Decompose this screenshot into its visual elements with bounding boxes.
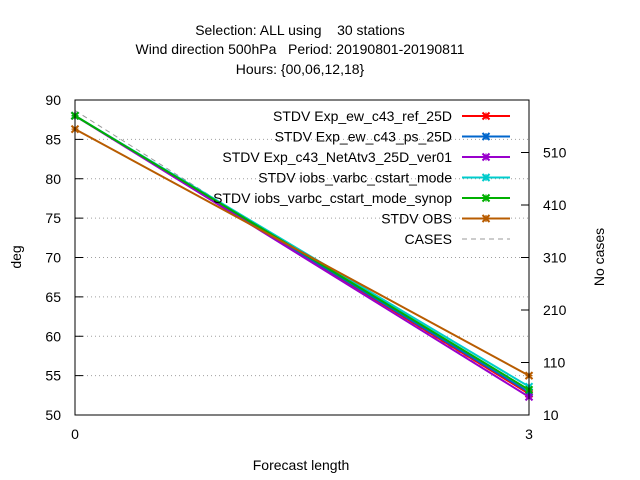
series-lines xyxy=(70,110,534,402)
legend-item: STDV Exp_ew_c43_ref_25D xyxy=(273,108,510,124)
legend-label: STDV iobs_varbc_cstart_mode xyxy=(258,170,452,186)
y2-tick-label: 310 xyxy=(543,250,567,266)
plot-border xyxy=(74,99,530,416)
y-tick-label: 75 xyxy=(45,210,61,226)
y2-tick-label: 10 xyxy=(543,407,559,423)
legend-marker xyxy=(481,152,491,162)
legend-label: STDV Exp_c43_NetAtv3_25D_ver01 xyxy=(222,149,452,165)
title-line-2: Wind direction 500hPa Period: 20190801-2… xyxy=(136,41,465,57)
legend-label: STDV OBS xyxy=(381,211,452,227)
x-tick-label: 3 xyxy=(525,426,533,442)
legend-marker xyxy=(481,111,491,121)
y-tick-label: 70 xyxy=(45,250,61,266)
legend-item: STDV Exp_ew_c43_ps_25D xyxy=(275,129,510,145)
y2-axis-ticks: 10 110 210 310 410 510 xyxy=(521,145,567,423)
x-tick-label: 0 xyxy=(71,426,79,442)
y-tick-label: 65 xyxy=(45,289,61,305)
y-tick-label: 85 xyxy=(45,131,61,147)
legend-marker xyxy=(481,214,491,223)
y2-tick-label: 210 xyxy=(543,302,567,318)
y-tick-label: 60 xyxy=(45,328,61,344)
title-line-1: Selection: ALL using 30 stations xyxy=(195,22,405,38)
legend-marker xyxy=(481,132,491,141)
title-line-3: Hours: {00,06,12,18} xyxy=(236,61,365,77)
y-axis-ticks: 50 55 60 65 70 75 80 85 90 xyxy=(45,92,83,423)
legend-label: STDV iobs_varbc_cstart_mode_synop xyxy=(213,190,452,206)
legend-label: STDV Exp_ew_c43_ref_25D xyxy=(273,108,452,124)
y-tick-label: 55 xyxy=(45,368,61,384)
y-tick-label: 50 xyxy=(45,407,61,423)
y2-axis-label: No cases xyxy=(591,228,607,286)
legend: STDV Exp_ew_c43_ref_25D STDV Exp_ew_c43_p… xyxy=(213,108,510,247)
legend-item: STDV Exp_c43_NetAtv3_25D_ver01 xyxy=(222,149,510,165)
y-tick-label: 90 xyxy=(45,92,61,108)
series-line xyxy=(74,128,530,377)
chart-title: Selection: ALL using 30 stations Wind di… xyxy=(136,22,465,77)
legend-item: CASES xyxy=(405,231,510,247)
y-tick-label: 80 xyxy=(45,171,61,187)
legend-marker xyxy=(481,193,491,203)
legend-item: STDV OBS xyxy=(381,211,510,227)
legend-item: STDV iobs_varbc_cstart_mode_synop xyxy=(213,190,510,206)
x-axis-label: Forecast length xyxy=(253,457,350,473)
y2-tick-label: 510 xyxy=(543,145,567,161)
legend-label: STDV Exp_ew_c43_ps_25D xyxy=(275,129,452,145)
y2-tick-label: 410 xyxy=(543,197,567,213)
series-line xyxy=(74,114,530,398)
legend-item: STDV iobs_varbc_cstart_mode xyxy=(258,170,510,186)
legend-marker xyxy=(481,173,491,182)
legend-label: CASES xyxy=(405,231,452,247)
y2-tick-label: 110 xyxy=(543,355,566,371)
y-axis-label: deg xyxy=(8,245,24,268)
